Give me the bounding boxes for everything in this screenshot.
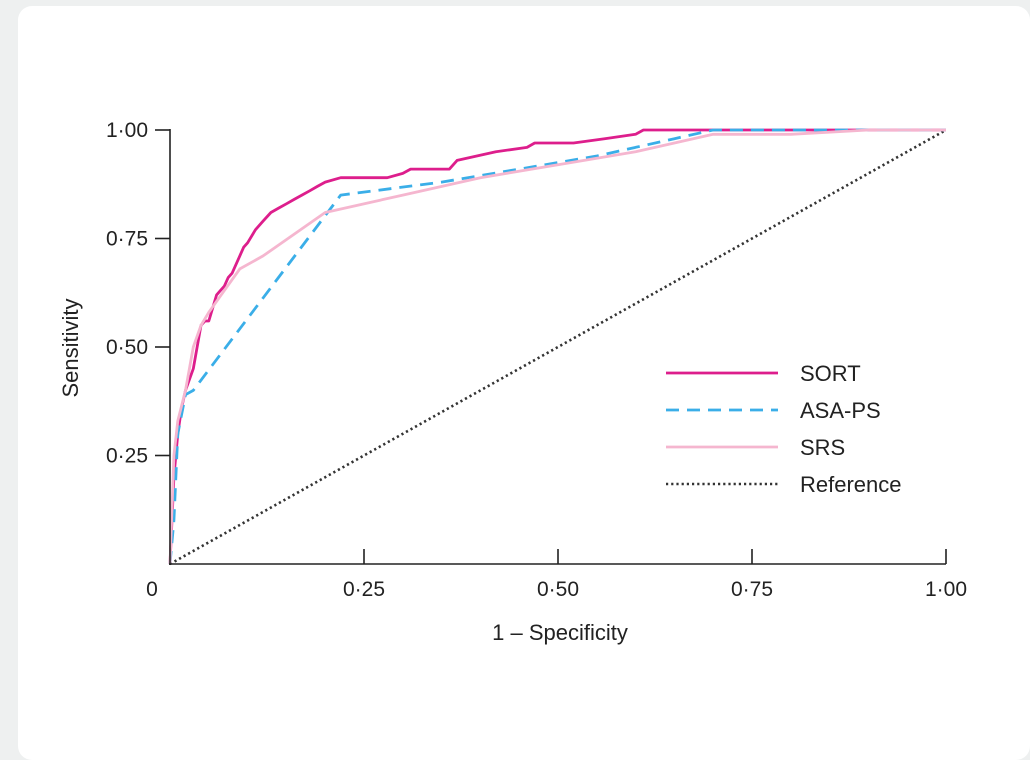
series-line-asa-ps	[168, 128, 946, 565]
x-tick-label: 0·75	[731, 578, 773, 601]
legend-label-asa-ps: ASA-PS	[800, 398, 881, 423]
y-tick-label: 0·50	[106, 336, 148, 359]
x-tick-label: 0	[146, 578, 158, 601]
plot-lines	[168, 128, 947, 566]
y-ticks: 0·25 0·50 0·75 1·00	[106, 119, 170, 468]
series-line-srs	[168, 128, 946, 565]
x-tick-label: 0·25	[343, 578, 385, 601]
legend-label-reference: Reference	[800, 472, 902, 497]
legend: SORT ASA-PS SRS Reference	[666, 361, 902, 497]
series-line-sort	[168, 128, 946, 565]
y-axis-title: Sensitivity	[58, 298, 83, 397]
y-tick-label: 0·75	[106, 228, 148, 251]
x-tick-label: 0·50	[537, 578, 579, 601]
series-line-reference	[169, 128, 947, 566]
y-tick-label: 0·25	[106, 445, 148, 468]
y-tick-label: 1·00	[106, 119, 148, 142]
legend-label-sort: SORT	[800, 361, 861, 386]
x-ticks: 0 0·25 0·50 0·75 1·00	[146, 549, 967, 601]
legend-label-srs: SRS	[800, 435, 845, 460]
x-axis-title: 1 – Specificity	[492, 620, 628, 645]
x-tick-label: 1·00	[925, 578, 967, 601]
